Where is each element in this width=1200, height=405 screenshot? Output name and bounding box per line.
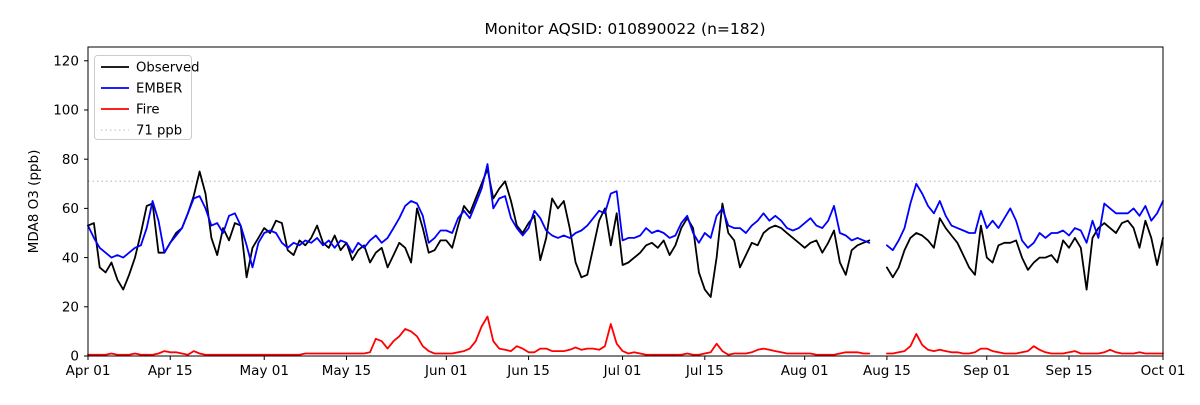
axes-box (87, 46, 1164, 357)
x-tick-label: Apr 15 (148, 363, 193, 379)
y-tick-label: 100 (53, 103, 79, 119)
x-tick-label: May 01 (240, 363, 289, 379)
x-tick-label: Oct 01 (1141, 363, 1186, 379)
legend-label: Fire (136, 103, 160, 118)
x-tick-label: May 15 (322, 363, 371, 379)
legend-label: 71 ppb (136, 124, 182, 139)
y-tick-label: 40 (62, 250, 79, 266)
x-tick-label: Aug 01 (781, 363, 829, 379)
series-line-observed (87, 168, 1164, 298)
x-tick-label: Jun 15 (506, 363, 550, 379)
y-axis-label: MDA8 O3 (ppb) (26, 150, 42, 254)
x-tick-label: Jul 15 (685, 363, 724, 379)
series-line-fire (87, 315, 1164, 356)
x-tick-label: Sep 01 (963, 363, 1010, 379)
y-tick-label: 60 (62, 201, 79, 217)
y-tick-label: 120 (53, 53, 79, 69)
x-tick-label: Jul 01 (603, 363, 642, 379)
chart-title: Monitor AQSID: 010890022 (n=182) (484, 20, 765, 38)
legend-label: EMBER (136, 82, 182, 97)
y-tick-label: 0 (70, 349, 79, 365)
x-tick-label: Aug 15 (863, 363, 911, 379)
y-tick-label: 20 (62, 299, 79, 315)
plot-area: 0 20 40 60 80 100 120 Apr 01 Apr 15 May 01 May 15 J… (53, 46, 1186, 379)
legend-box (94, 55, 192, 140)
series-line-ember (87, 163, 1164, 269)
x-tick-label: Sep 15 (1046, 363, 1093, 379)
x-tick-label: Jun 01 (424, 363, 468, 379)
x-tick-label: Apr 01 (66, 363, 111, 379)
y-tick-label: 80 (62, 152, 79, 168)
legend-label: Observed (136, 61, 199, 76)
